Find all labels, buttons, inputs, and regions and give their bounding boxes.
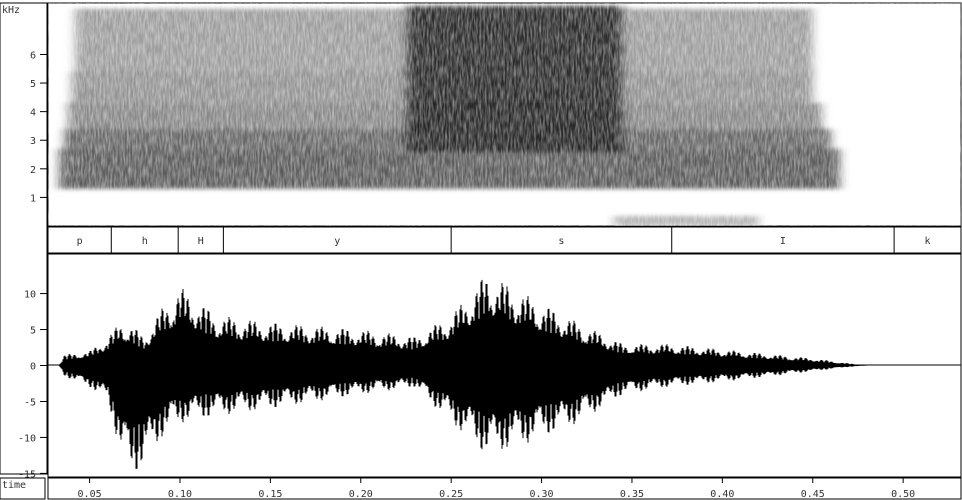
time-axis: time 0.05 0.10 0.15 0.20 0.25 0.30 0.35 0.40 0.4… xyxy=(0,477,962,500)
segment-label: k xyxy=(925,236,931,247)
spectrogram-panel: 1 2 3 4 5 6 kHz xyxy=(2,2,962,227)
segment-label: y xyxy=(334,236,340,247)
spectrogram-y-tick-label: 3 xyxy=(30,136,36,147)
time-tick-label: 0.05 xyxy=(78,489,102,500)
spectrogram-y-tick-label: 1 xyxy=(30,193,36,204)
spectrogram-y-tick-label: 4 xyxy=(30,108,36,119)
waveform-y-axis: 10 5 0 -5 -10 -15 xyxy=(18,290,47,480)
time-tick-label: 0.20 xyxy=(349,489,373,500)
segment-label: H xyxy=(198,236,204,247)
waveform-y-tick-label: 5 xyxy=(30,326,36,337)
time-tick-label: 0.15 xyxy=(258,489,282,500)
waveform-y-tick-label: -10 xyxy=(18,433,36,444)
spectrogram-y-label: kHz xyxy=(2,5,20,16)
time-tick-label: 0.50 xyxy=(891,489,915,500)
time-axis-frame xyxy=(47,477,962,500)
time-tick-label: 0.10 xyxy=(168,489,192,500)
segment-label: s xyxy=(558,236,564,247)
waveform-y-tick-label: -15 xyxy=(18,469,36,480)
spectrogram-y-tick-label: 6 xyxy=(30,50,36,61)
spectrogram-y-axis: 1 2 3 4 5 6 xyxy=(30,50,47,204)
time-axis-label: time xyxy=(2,480,26,491)
time-tick-label: 0.35 xyxy=(620,489,644,500)
time-tick-label: 0.25 xyxy=(439,489,463,500)
waveform-trace xyxy=(58,279,867,469)
segment-label: I xyxy=(780,236,786,247)
segment-label: p xyxy=(77,236,83,247)
time-tick-label: 0.30 xyxy=(530,489,554,500)
time-tick-label: 0.40 xyxy=(710,489,734,500)
segment-label: h xyxy=(142,236,148,247)
spectrogram-y-tick-label: 5 xyxy=(30,79,36,90)
spectrogram-y-tick-label: 2 xyxy=(30,165,36,176)
time-tick-label: 0.45 xyxy=(801,489,825,500)
waveform-y-tick-label: 0 xyxy=(30,362,36,373)
time-label-box xyxy=(0,477,46,500)
left-gutter xyxy=(0,2,48,475)
waveform-y-tick-label: -5 xyxy=(24,397,36,408)
waveform-y-tick-label: 10 xyxy=(24,290,36,301)
waveform-panel: 10 5 0 -5 -10 -15 xyxy=(18,253,962,480)
segmentation-frame xyxy=(47,226,962,254)
spectrogram-grain xyxy=(48,3,961,226)
